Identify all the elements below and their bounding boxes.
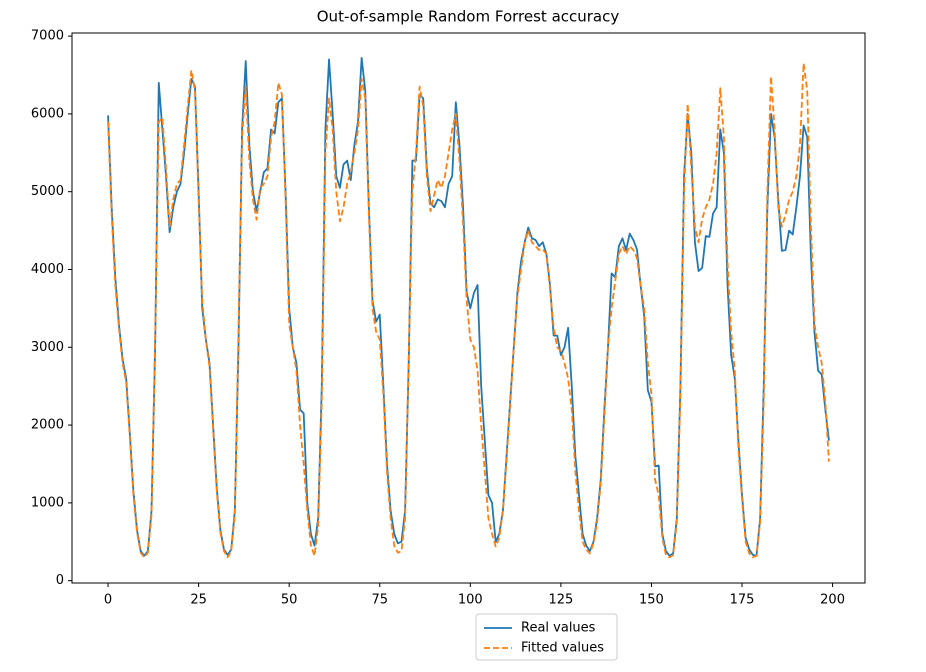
x-tick-label: 75	[371, 593, 388, 608]
x-tick-label: 0	[104, 593, 112, 608]
x-tick-label: 125	[548, 593, 573, 608]
y-tick-label: 3000	[31, 340, 64, 355]
x-tick-label: 25	[190, 593, 207, 608]
y-tick-label: 6000	[31, 106, 64, 121]
y-tick-label: 2000	[31, 418, 64, 433]
plot-frame	[71, 32, 866, 584]
x-tick-label: 175	[730, 593, 755, 608]
chart-title: Out-of-sample Random Forrest accuracy	[317, 8, 620, 26]
y-tick-label: 5000	[31, 184, 64, 199]
y-tick-label: 4000	[31, 262, 64, 277]
x-tick-label: 50	[281, 593, 298, 608]
series-line	[107, 62, 830, 559]
series-line	[107, 56, 830, 557]
x-tick-label: 150	[639, 593, 664, 608]
x-tick-label: 100	[458, 593, 483, 608]
y-tick-label: 1000	[31, 495, 64, 510]
x-tick-label: 200	[820, 593, 845, 608]
legend-label: Fitted values	[521, 641, 604, 656]
y-tick-label: 7000	[31, 29, 64, 44]
legend-label: Real values	[521, 621, 596, 636]
y-tick-label: 0	[56, 573, 64, 588]
